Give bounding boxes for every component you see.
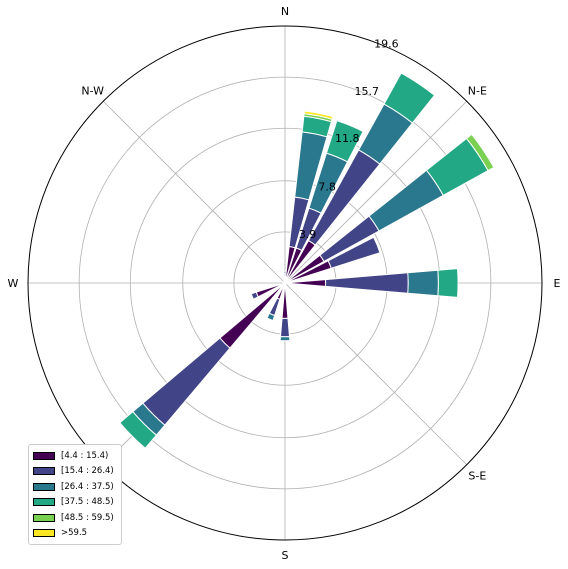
wind-bar-segment: [282, 275, 286, 280]
radial-tick-label: 3.9: [299, 228, 317, 241]
legend-swatch: [33, 451, 55, 460]
legend-label: [37.5 : 48.5): [61, 497, 114, 508]
wind-bar-segment: [279, 317, 291, 338]
wind-bar-segment: [219, 282, 286, 349]
direction-label: E: [554, 277, 561, 290]
legend-label: [48.5 : 59.5): [61, 512, 114, 523]
direction-label: W: [8, 277, 19, 290]
wind-bar-segment: [303, 110, 334, 120]
wind-bar-segment: [368, 169, 444, 232]
legend-swatch: [33, 467, 55, 476]
wind-bar-segment: [327, 236, 381, 269]
legend-entry: [26.4 : 37.5): [33, 479, 117, 495]
wind-bar-segment: [119, 410, 158, 449]
direction-label: N-W: [81, 85, 104, 98]
legend-swatch: [33, 498, 55, 507]
wind-bar-segment: [285, 285, 289, 290]
legend-swatch: [33, 513, 55, 522]
direction-label: N-E: [468, 85, 487, 98]
direction-label: N: [281, 5, 289, 18]
legend-entry: [15.4 : 26.4): [33, 464, 117, 480]
wind-bar-segment: [383, 72, 436, 124]
legend-entry: [48.5 : 59.5): [33, 510, 117, 526]
direction-label: S: [282, 549, 289, 562]
radial-gridline-circle: [78, 76, 492, 490]
wind-bar-segment: [325, 119, 364, 163]
wind-bar-segment: [142, 337, 231, 426]
wind-bar-segment: [324, 272, 409, 294]
outer-frame: [27, 25, 543, 541]
wind-bar-segment: [288, 282, 293, 286]
legend-entry: [37.5 : 48.5): [33, 495, 117, 511]
radial-tick-label: 15.7: [355, 85, 380, 98]
legend-label: [15.4 : 26.4): [61, 466, 114, 477]
radial-gridline: [284, 100, 468, 284]
legend-swatch: [33, 529, 55, 538]
radial-gridline: [284, 282, 468, 466]
wind-bar-segment: [465, 133, 495, 172]
radial-tick-label: 11.8: [335, 132, 360, 145]
direction-label: S-E: [468, 469, 486, 482]
radial-tick-label: 19.6: [374, 38, 399, 51]
wind-bar-segment: [437, 268, 459, 298]
wind-bar-segment: [250, 291, 259, 300]
legend-label: [26.4 : 37.5): [61, 481, 114, 492]
radial-gridline: [102, 100, 286, 284]
legend-swatch: [33, 482, 55, 491]
radial-tick-label: 7.8: [318, 181, 336, 194]
legend-label: [4.4 : 15.4): [61, 450, 109, 461]
wind-bar-segment: [279, 336, 291, 342]
legend-entry: >59.5: [33, 526, 117, 542]
legend-label: >59.5: [61, 528, 88, 539]
wind-bar-segment: [407, 269, 439, 297]
wind-bar-segment: [266, 312, 276, 322]
wind-bar-segment: [268, 297, 281, 317]
legend: [4.4 : 15.4) [15.4 : 26.4) [26.4 : 37.5) [3…: [28, 444, 122, 545]
legend-entry: [4.4 : 15.4): [33, 448, 117, 464]
